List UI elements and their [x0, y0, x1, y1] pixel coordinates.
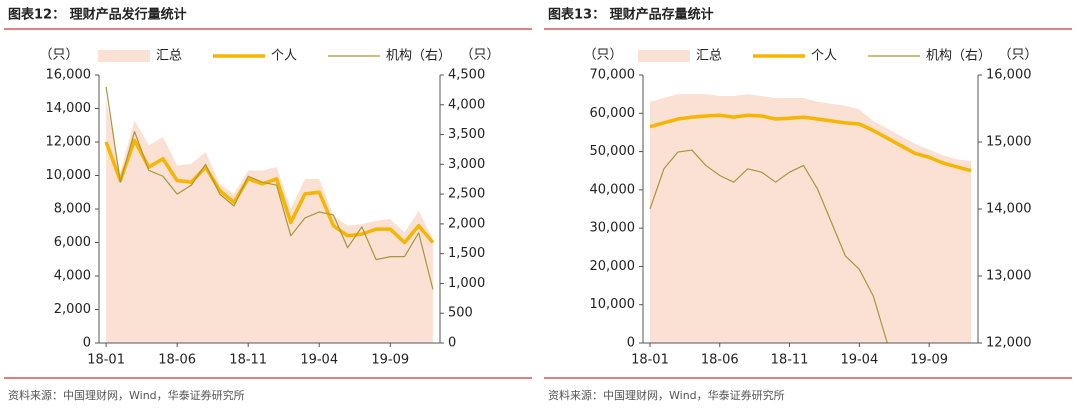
line — [649, 149, 888, 344]
y2-tick-label: 3,000 — [448, 157, 485, 172]
y-tick-label: 30,000 — [590, 221, 636, 236]
legend-label: 汇总 — [696, 49, 722, 64]
legend-label: 机构（右） — [926, 49, 991, 64]
x-tick-label: 19-09 — [910, 353, 948, 368]
y-tick-label: 0 — [83, 336, 91, 351]
area — [106, 100, 433, 343]
y-tick-label: 16,000 — [46, 68, 92, 83]
area — [649, 94, 972, 344]
y-tick-label: 10,000 — [590, 297, 636, 312]
y2-tick-label: 4,000 — [448, 97, 485, 112]
y-axis-label: （只） — [583, 48, 622, 63]
x-tick-label: 18-11 — [229, 353, 267, 368]
y2-tick-label: 500 — [448, 306, 473, 321]
y2-axis-label: （只） — [460, 48, 499, 63]
y-tick-label: 70,000 — [590, 68, 636, 83]
legend-swatch — [638, 50, 690, 62]
y2-tick-label: 1,500 — [448, 246, 485, 261]
y2-tick-label: 3,500 — [448, 127, 485, 142]
y-tick-label: 50,000 — [590, 144, 636, 159]
x-tick-label: 19-04 — [840, 353, 878, 368]
y2-tick-label: 12,000 — [986, 336, 1032, 351]
source: 资料来源：中国理财网，Wind，华泰证券研究所 — [548, 388, 785, 402]
y2-tick-label: 2,500 — [448, 187, 485, 202]
y2-axis-label: （只） — [998, 48, 1037, 63]
y2-tick-label: 4,500 — [448, 68, 485, 83]
y2-tick-label: 1,000 — [448, 276, 485, 291]
legend-label: 个人 — [271, 49, 297, 64]
line — [104, 138, 435, 245]
chart-title: 图表12： 理财产品发行量统计 — [8, 7, 187, 23]
y2-tick-label: 0 — [448, 336, 456, 351]
y2-tick-label: 15,000 — [986, 135, 1032, 150]
x-tick-label: 18-01 — [631, 353, 669, 368]
legend-label: 机构（右） — [386, 49, 451, 64]
y-axis-label: （只） — [39, 48, 78, 63]
line — [105, 86, 434, 290]
y-tick-label: 60,000 — [590, 106, 636, 121]
y2-tick-label: 13,000 — [986, 269, 1032, 284]
x-tick-label: 18-06 — [701, 353, 739, 368]
y-tick-label: 14,000 — [46, 101, 92, 116]
y-tick-label: 2,000 — [54, 302, 91, 317]
y-tick-label: 40,000 — [590, 182, 636, 197]
x-tick-label: 19-04 — [300, 353, 338, 368]
legend-label: 个人 — [811, 49, 837, 64]
y-tick-label: 8,000 — [54, 202, 91, 217]
chart-title: 图表13： 理财产品存量统计 — [548, 7, 714, 23]
y2-tick-label: 14,000 — [986, 202, 1032, 217]
x-tick-label: 19-09 — [371, 353, 409, 368]
y-tick-label: 20,000 — [590, 259, 636, 274]
line — [649, 113, 972, 173]
y-tick-label: 0 — [627, 336, 635, 351]
y-tick-label: 10,000 — [46, 168, 92, 183]
legend-swatch — [98, 50, 150, 62]
y-tick-label: 12,000 — [46, 135, 92, 150]
x-tick-label: 18-06 — [158, 353, 196, 368]
y2-tick-label: 2,000 — [448, 216, 485, 231]
x-tick-label: 18-11 — [771, 353, 809, 368]
legend-label: 汇总 — [156, 49, 182, 64]
y2-tick-label: 16,000 — [986, 68, 1032, 83]
source: 资料来源：中国理财网，Wind，华泰证券研究所 — [8, 388, 245, 402]
y-tick-label: 4,000 — [54, 269, 91, 284]
y-tick-label: 6,000 — [54, 235, 91, 250]
x-tick-label: 18-01 — [87, 353, 125, 368]
